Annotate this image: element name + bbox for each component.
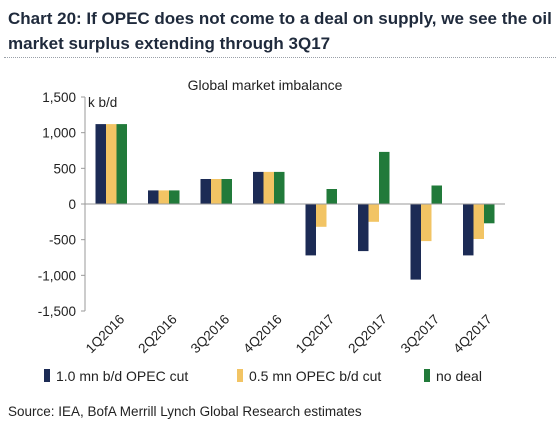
bar [274,171,285,204]
bar [263,171,274,204]
y-tick-label: 1,000 [42,126,76,141]
bar [410,204,421,280]
legend-swatch [424,369,430,382]
x-tick-label: 2Q2017 [345,312,390,357]
bar [316,204,327,227]
x-tick-label: 1Q2016 [83,312,128,357]
bar [95,124,106,204]
bar [473,204,484,239]
legend-label: no deal [436,368,482,384]
bar [463,204,474,256]
bar [200,179,211,204]
bar [484,204,495,224]
legend-swatch [44,369,50,382]
bar [106,124,117,204]
heading-divider [4,57,556,58]
x-tick-label: 4Q2016 [240,312,285,357]
bar [253,171,264,204]
bar [305,204,316,256]
bar [379,151,390,204]
x-tick-label: 4Q2017 [450,312,495,357]
x-tick-label: 3Q2017 [398,312,443,357]
chart-title: Global market imbalance [188,77,343,93]
legend-label: 1.0 mn b/d OPEC cut [56,368,188,384]
bar [148,190,159,204]
y-tick-label: 1,500 [42,90,76,105]
x-tick-label: 3Q2016 [188,312,233,357]
x-tick-label: 1Q2017 [293,312,338,357]
y-tick-label: -1,000 [38,268,76,283]
y-tick-label: 500 [53,161,76,176]
bar [326,189,337,204]
bar [368,204,379,222]
y-tick-label: -500 [49,233,76,248]
bar [169,190,180,204]
bar [158,190,169,204]
source-note: Source: IEA, BofA Merrill Lynch Global R… [8,404,362,419]
x-tick-label: 2Q2016 [135,312,180,357]
legend-swatch [237,369,243,382]
bar [116,124,127,204]
bar [421,204,432,242]
bar [211,179,222,204]
bar [431,185,442,204]
y-tick-label: 0 [68,197,76,212]
bar [221,179,232,204]
y-tick-label: -1,500 [38,304,76,319]
chart-heading: Chart 20: If OPEC does not come to a dea… [8,9,552,53]
legend-label: 0.5 mn OPEC b/d cut [249,368,381,384]
y-unit-label: k b/d [88,95,117,110]
bar [358,204,369,252]
